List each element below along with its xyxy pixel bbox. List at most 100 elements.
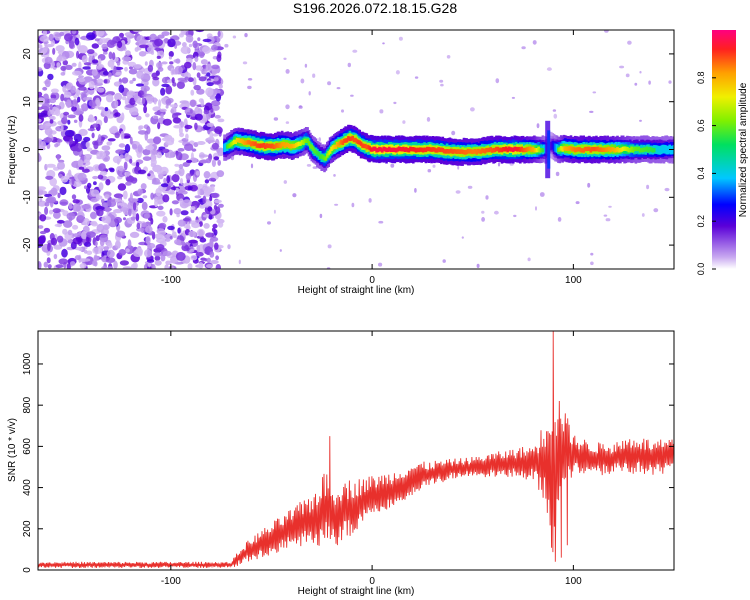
ridge-segment bbox=[579, 148, 583, 153]
noise-blob bbox=[136, 70, 144, 79]
noise-blob bbox=[157, 200, 162, 205]
noise-blob bbox=[142, 156, 152, 162]
noise-blob bbox=[136, 222, 141, 230]
noise-blob bbox=[179, 178, 184, 185]
noise-blob bbox=[193, 84, 201, 91]
noise-blob bbox=[139, 44, 149, 49]
ridge-segment bbox=[473, 149, 477, 154]
noise-blob bbox=[150, 217, 154, 225]
ridge-segment bbox=[605, 147, 608, 152]
noise-blob bbox=[142, 149, 151, 156]
ridge-segment bbox=[606, 147, 609, 152]
ridge-segment bbox=[316, 151, 319, 156]
noise-blob bbox=[115, 149, 125, 155]
noise-blob bbox=[167, 225, 175, 231]
ridge-segment bbox=[612, 147, 615, 152]
ridge-segment bbox=[400, 147, 404, 152]
noise-blob bbox=[114, 112, 121, 117]
ridge-segment bbox=[668, 144, 671, 154]
noise-blob bbox=[194, 195, 202, 199]
noise-blob bbox=[198, 204, 206, 209]
noise-blob bbox=[195, 170, 200, 176]
ridge-segment bbox=[575, 147, 578, 152]
ridge-segment bbox=[533, 148, 536, 153]
noise-blob bbox=[211, 142, 219, 150]
noise-blob bbox=[211, 100, 221, 107]
ridge-segment bbox=[327, 151, 330, 156]
noise-blob bbox=[115, 240, 121, 249]
ridge-segment bbox=[638, 148, 642, 153]
noise-blob bbox=[105, 216, 111, 224]
ridge-segment bbox=[395, 148, 398, 153]
noise-blob bbox=[129, 192, 133, 202]
noise-blob bbox=[162, 194, 170, 203]
noise-blob bbox=[180, 121, 184, 128]
noise-blob bbox=[153, 136, 162, 145]
ridge-segment bbox=[461, 149, 464, 154]
noise-blob bbox=[82, 168, 90, 173]
noise-blob bbox=[247, 78, 253, 81]
noise-blob bbox=[162, 250, 172, 257]
noise-blob bbox=[78, 166, 85, 170]
noise-blob bbox=[53, 244, 63, 250]
noise-blob bbox=[153, 252, 163, 257]
noise-blob bbox=[103, 246, 109, 251]
noise-blob bbox=[93, 141, 99, 150]
noise-blob bbox=[232, 35, 237, 39]
noise-blob bbox=[45, 175, 54, 180]
noise-blob bbox=[78, 75, 84, 79]
noise-blob bbox=[154, 255, 161, 261]
noise-blob bbox=[114, 92, 123, 102]
noise-blob bbox=[96, 78, 104, 84]
noise-blob bbox=[527, 257, 531, 262]
ridge-segment bbox=[590, 146, 594, 152]
noise-blob bbox=[141, 201, 148, 211]
noise-blob bbox=[82, 97, 93, 101]
noise-blob bbox=[439, 79, 444, 83]
noise-blob bbox=[171, 200, 179, 205]
ridge-segment bbox=[654, 145, 657, 154]
ridge-segment bbox=[248, 140, 252, 145]
noise-blob bbox=[184, 124, 193, 130]
noise-blob bbox=[95, 97, 101, 106]
noise-blob bbox=[68, 40, 75, 49]
noise-blob bbox=[587, 182, 591, 188]
ridge-segment bbox=[341, 140, 345, 145]
noise-blob bbox=[107, 266, 114, 269]
ridge-segment bbox=[359, 141, 363, 146]
noise-blob bbox=[95, 205, 105, 211]
noise-blob bbox=[212, 80, 222, 85]
noise-blob bbox=[592, 91, 597, 94]
noise-blob bbox=[212, 104, 220, 111]
ridge-segment bbox=[313, 148, 316, 154]
ridge-segment bbox=[523, 147, 526, 153]
noise-blob bbox=[127, 239, 132, 249]
ridge-segment bbox=[376, 147, 380, 153]
noise-blob bbox=[103, 116, 108, 124]
noise-blob bbox=[67, 119, 71, 125]
noise-blob bbox=[165, 98, 172, 106]
noise-blob bbox=[44, 78, 51, 88]
noise-blob bbox=[206, 122, 214, 127]
noise-blob bbox=[119, 260, 129, 266]
ridge-segment bbox=[564, 146, 567, 151]
ridge-segment bbox=[402, 146, 405, 151]
noise-blob bbox=[102, 70, 109, 76]
noise-blob bbox=[58, 258, 68, 265]
noise-blob bbox=[646, 184, 650, 190]
noise-blob bbox=[180, 30, 184, 36]
noise-blob bbox=[44, 44, 48, 53]
ridge-segment bbox=[658, 146, 662, 155]
noise-blob bbox=[49, 115, 56, 121]
noise-blob bbox=[178, 167, 185, 177]
ridge-segment bbox=[424, 147, 428, 153]
noise-blob bbox=[103, 51, 108, 55]
noise-blob bbox=[190, 255, 198, 261]
noise-blob bbox=[118, 143, 126, 148]
noise-blob bbox=[215, 93, 222, 102]
ridge-segment bbox=[517, 146, 521, 152]
noise-blob bbox=[557, 217, 562, 222]
ridge-segment bbox=[317, 152, 321, 157]
ridge-segment bbox=[257, 143, 260, 148]
noise-blob bbox=[125, 104, 135, 108]
